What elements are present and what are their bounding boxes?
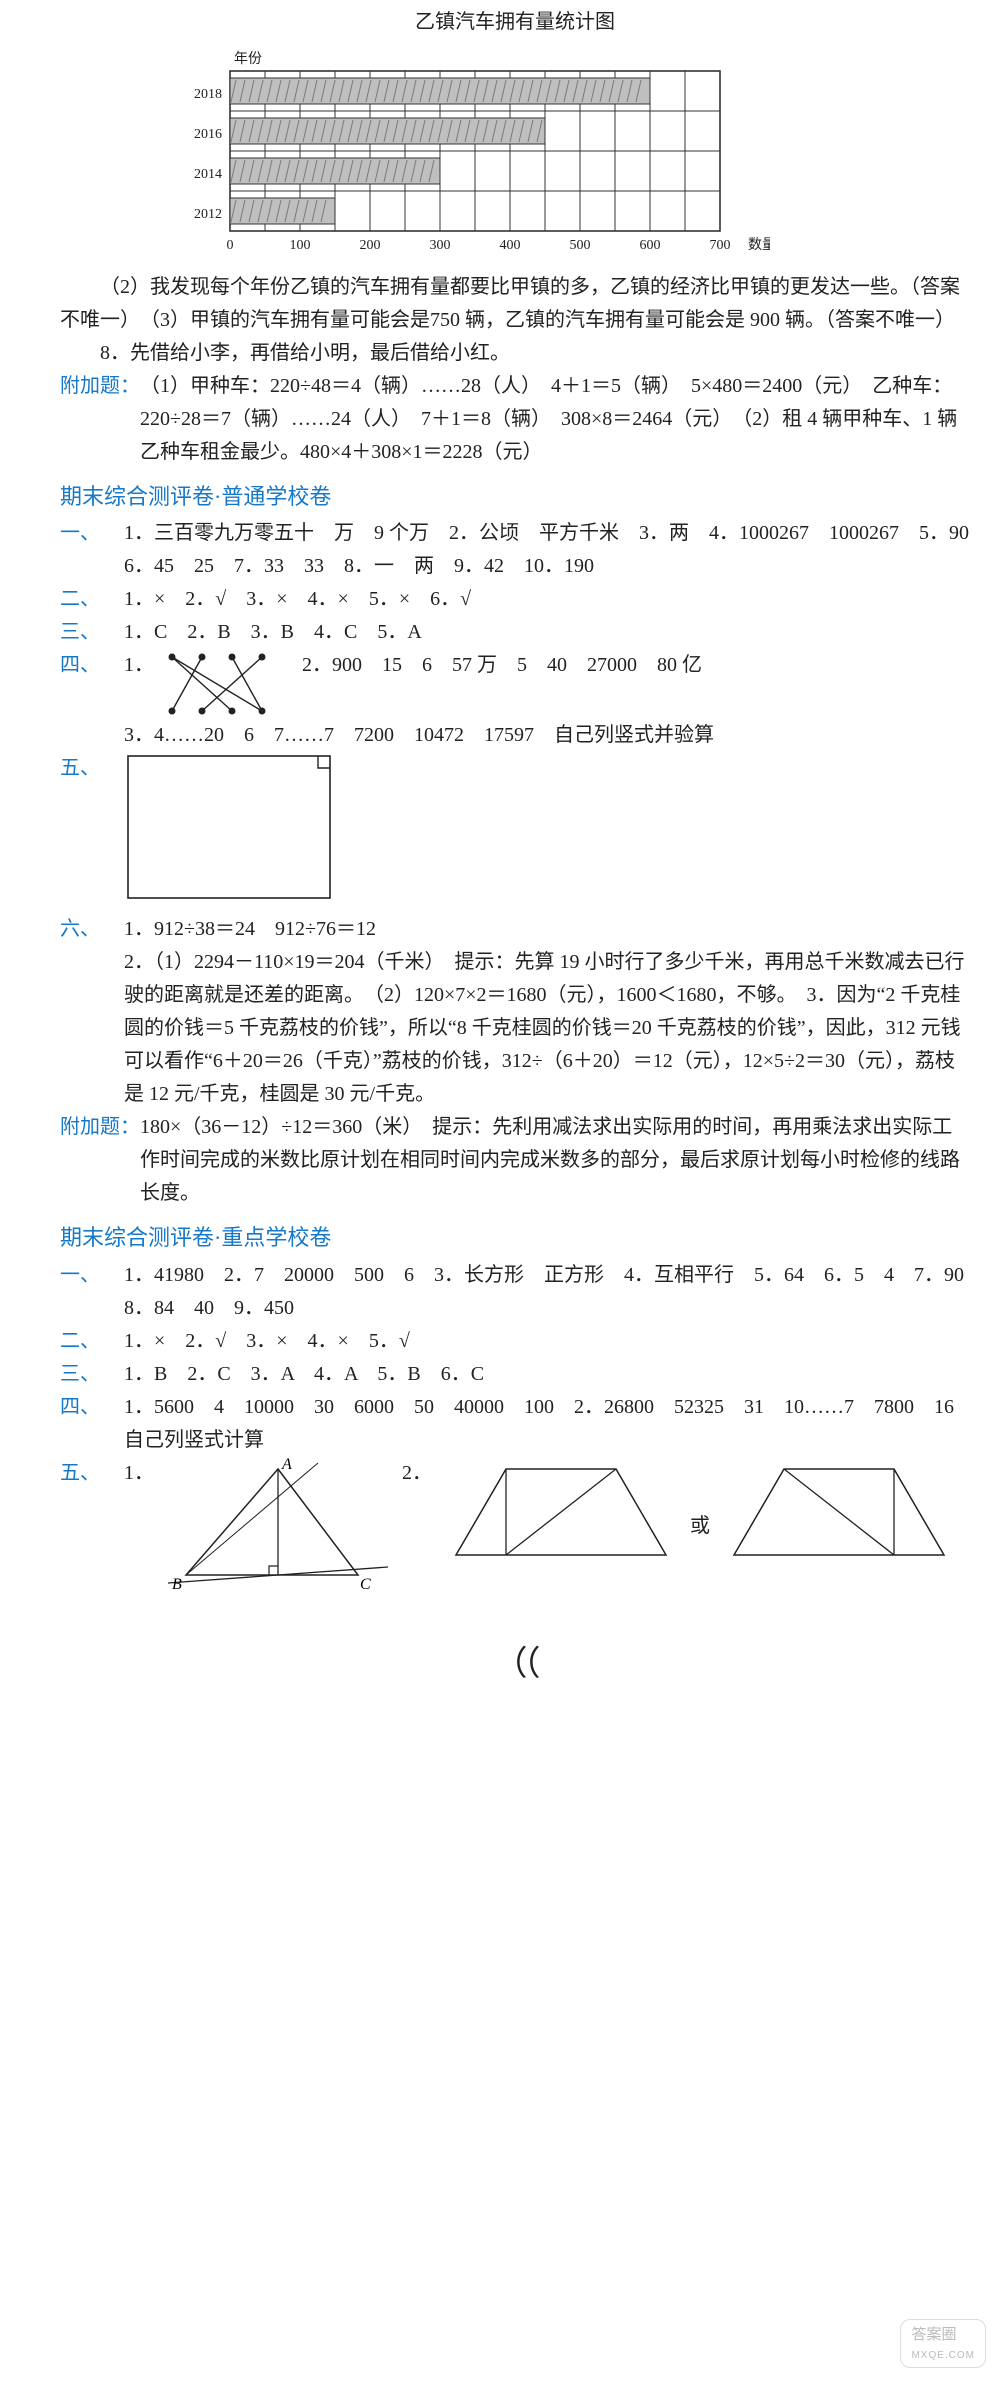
b-sec5-body: 1． A B C 2． 或 xyxy=(124,1457,970,1597)
a-sec6-body: 1．912÷38＝24 912÷76＝12 2．（1）2294－110×19＝2… xyxy=(124,913,970,1111)
a-sec3-body: 1．C 2．B 3．B 4．C 5．A xyxy=(124,616,970,649)
b-sec1-lead: 一、 xyxy=(60,1259,124,1292)
pre-extra-body: （1）甲种车：220÷48＝4（辆）……28（人） 4＋1＝5（辆） 5×480… xyxy=(140,370,970,469)
bar-chart: 年份 2018 2016 2014 2012 0 100 200 300 400 500 600 700… xyxy=(170,43,970,263)
a-sec6-lead: 六、 xyxy=(60,913,124,946)
svg-text:600: 600 xyxy=(640,238,661,253)
a-sec3-lead: 三、 xyxy=(60,616,124,649)
a-extra-body: 180×（36－12）÷12＝360（米） 提示：先利用减法求出实际用的时间，再… xyxy=(140,1111,970,1210)
b-sec3-lead: 三、 xyxy=(60,1358,124,1391)
a-sec1-lead: 一、 xyxy=(60,517,124,550)
b-sec5-lead: 五、 xyxy=(60,1457,124,1490)
watermark-top: 答案圈 xyxy=(911,2326,956,2343)
svg-text:100: 100 xyxy=(290,238,311,253)
svg-text:200: 200 xyxy=(360,238,381,253)
b-sec2: 二、 1．× 2．√ 3．× 4．× 5．√ xyxy=(60,1325,970,1358)
a-sec2-lead: 二、 xyxy=(60,583,124,616)
a-sec6: 六、 1．912÷38＝24 912÷76＝12 2．（1）2294－110×1… xyxy=(60,913,970,1111)
svg-text:数量/辆: 数量/辆 xyxy=(748,237,770,253)
b-s5-q2-label: 2． xyxy=(402,1457,432,1490)
trapezoid-diagram-2 xyxy=(724,1457,954,1567)
b-sec2-body: 1．× 2．√ 3．× 4．× 5．√ xyxy=(124,1325,970,1358)
b-sec3: 三、 1．B 2．C 3．A 4．A 5．B 6．C xyxy=(60,1358,970,1391)
svg-text:500: 500 xyxy=(570,238,591,253)
svg-text:C: C xyxy=(360,1576,371,1593)
b-sec4-body: 1．5600 4 10000 30 6000 50 40000 100 2．26… xyxy=(124,1391,970,1457)
a-sec4-q1-label: 1． xyxy=(124,649,154,682)
svg-text:年份: 年份 xyxy=(234,51,262,67)
page-footer-mark: （（ xyxy=(60,1637,970,1693)
a-sec4-q2: 2．900 15 6 57 万 5 40 27000 80 亿 xyxy=(302,649,702,682)
b-sec2-lead: 二、 xyxy=(60,1325,124,1358)
a-sec4-lead: 四、 xyxy=(60,649,124,682)
chart-title: 乙镇汽车拥有量统计图 xyxy=(60,6,970,39)
watermark: 答案圈 MXQE.COM xyxy=(900,2319,986,2368)
b-sec4-lead: 四、 xyxy=(60,1391,124,1424)
svg-text:A: A xyxy=(281,1457,292,1473)
svg-text:400: 400 xyxy=(500,238,521,253)
paper-b-title: 期末综合测评卷·重点学校卷 xyxy=(60,1220,970,1256)
b-sec4: 四、 1．5600 4 10000 30 6000 50 40000 100 2… xyxy=(60,1391,970,1457)
watermark-bottom: MXQE.COM xyxy=(911,2348,975,2365)
a-extra: 附加题： 180×（36－12）÷12＝360（米） 提示：先利用减法求出实际用… xyxy=(60,1111,970,1210)
a-sec6-l1: 1．912÷38＝24 912÷76＝12 xyxy=(124,913,970,946)
a-sec5-body xyxy=(124,752,970,913)
a-extra-label: 附加题： xyxy=(60,1111,140,1144)
svg-text:0: 0 xyxy=(227,238,234,253)
svg-text:300: 300 xyxy=(430,238,451,253)
a-sec5: 五、 xyxy=(60,752,970,913)
rectangle-diagram xyxy=(124,752,334,902)
svg-text:700: 700 xyxy=(710,238,731,253)
pre-extra-label: 附加题： xyxy=(60,370,140,403)
b-sec5: 五、 1． A B C 2． 或 xyxy=(60,1457,970,1597)
svg-text:2012: 2012 xyxy=(194,207,222,222)
svg-text:2014: 2014 xyxy=(194,167,222,182)
a-sec4-body: 1． 2．900 15 6 57 万 5 40 27000 80 亿 3．4……… xyxy=(124,649,970,752)
svg-text:2016: 2016 xyxy=(194,127,222,142)
b-sec1-body: 1．41980 2．7 20000 500 6 3．长方形 正方形 4．互相平行… xyxy=(124,1259,970,1325)
b-sec3-body: 1．B 2．C 3．A 4．A 5．B 6．C xyxy=(124,1358,970,1391)
paper-a-title: 期末综合测评卷·普通学校卷 xyxy=(60,479,970,515)
trapezoid-diagram-1 xyxy=(446,1457,676,1567)
svg-text:B: B xyxy=(172,1576,182,1593)
pre-paragraph-1: （2）我发现每个年份乙镇的汽车拥有量都要比甲镇的多，乙镇的经济比甲镇的更发达一些… xyxy=(60,271,970,337)
a-sec2: 二、 1．× 2．√ 3．× 4．× 5．× 6．√ xyxy=(60,583,970,616)
b-sec1: 一、 1．41980 2．7 20000 500 6 3．长方形 正方形 4．互… xyxy=(60,1259,970,1325)
triangle-diagram: A B C xyxy=(168,1457,388,1597)
matching-diagram xyxy=(162,649,282,719)
a-sec5-lead: 五、 xyxy=(60,752,124,785)
a-sec1: 一、 1．三百零九万零五十 万 9 个万 2．公顷 平方千米 3．两 4．100… xyxy=(60,517,970,583)
b-s5-or: 或 xyxy=(690,1510,710,1543)
pre-extra-row: 附加题： （1）甲种车：220÷48＝4（辆）……28（人） 4＋1＝5（辆） … xyxy=(60,370,970,469)
svg-text:2018: 2018 xyxy=(194,87,222,102)
a-sec1-body: 1．三百零九万零五十 万 9 个万 2．公顷 平方千米 3．两 4．100026… xyxy=(124,517,970,583)
bar-chart-svg: 年份 2018 2016 2014 2012 0 100 200 300 400 500 600 700… xyxy=(170,43,770,263)
a-sec2-body: 1．× 2．√ 3．× 4．× 5．× 6．√ xyxy=(124,583,970,616)
b-s5-q1-label: 1． xyxy=(124,1457,154,1490)
pre-paragraph-2: 8．先借给小李，再借给小明，最后借给小红。 xyxy=(60,337,970,370)
a-sec4-line2: 3．4……20 6 7……7 7200 10472 17597 自己列竖式并验算 xyxy=(124,719,970,752)
a-sec3: 三、 1．C 2．B 3．B 4．C 5．A xyxy=(60,616,970,649)
a-sec4: 四、 1． 2．900 15 6 57 万 5 40 27000 80 亿 3．… xyxy=(60,649,970,752)
a-sec6-l2: 2．（1）2294－110×19＝204（千米） 提示：先算 19 小时行了多少… xyxy=(124,946,970,1111)
